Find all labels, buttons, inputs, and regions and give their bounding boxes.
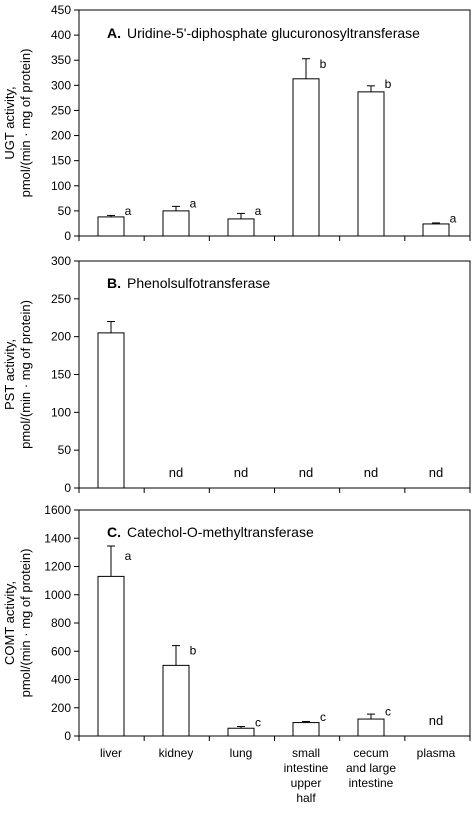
panel-3-y-axis-label: pmol/(min · mg of protein) [18,549,33,698]
panel-2-y-tick-label: 100 [51,405,71,419]
panel-1-bar [422,223,450,237]
panel-1-bar [97,216,125,237]
panel-3-y-tick-label: 800 [51,616,71,630]
panel-1-y-axis-label: pmol/(min · mg of protein) [18,49,33,198]
panel-2-y-tick-label: 50 [58,443,72,457]
panel-2-title: Phenolsulfotransferase [127,275,270,291]
panel-3-nd-label: nd [429,713,443,728]
panel-3-y-tick-label: 1200 [44,560,71,574]
panel-3-y-tick-label: 1600 [44,503,71,517]
panel-3-y-tick-label: 200 [51,701,71,715]
panel-1-y-tick-label: 100 [51,179,71,193]
panel-2-y-axis-label: PST activity, [2,339,17,410]
x-category-label: half [296,791,316,805]
panel-2-y-tick-label: 0 [64,481,71,495]
panel-2-nd-label: nd [169,465,183,480]
panel-2-nd-label: nd [299,465,313,480]
panel-1-plot-frame [78,9,471,237]
panel-1-title: Uridine-5'-diphosphate glucuronosyltrans… [127,25,420,41]
panel-1-bar [292,78,320,237]
x-category-label: cecum [353,746,388,760]
panel-1-bar [162,210,190,237]
x-category-label: kidney [159,746,194,760]
panel-3-y-tick-label: 400 [51,673,71,687]
panel-3-bar [357,718,385,737]
panel-1-significance-label: a [190,197,197,211]
panel-3-y-tick-label: 0 [64,729,71,743]
panel-1-y-tick-label: 400 [51,28,71,42]
panel-3-significance-label: c [320,710,326,724]
panel-3-bar [292,722,320,737]
x-category-label: small [292,746,320,760]
panel-1-y-tick-label: 50 [58,204,72,218]
x-category-label: liver [100,746,122,760]
panel-3-y-tick-label: 1400 [44,531,71,545]
panel-2-y-tick-label: 300 [51,254,71,268]
panel-2-y-tick-label: 150 [51,368,71,382]
panel-3-title: Catechol-O-methyltransferase [127,524,314,540]
panel-3-y-axis-label: COMT activity, [2,581,17,665]
panel-3-plot-frame [78,509,471,737]
panel-2-nd-label: nd [364,465,378,480]
panel-1-significance-label: b [320,57,327,71]
x-category-label: upper [291,776,322,790]
panel-1-y-tick-label: 350 [51,53,71,67]
panel-2-nd-label: nd [234,465,248,480]
panel-3-significance-label: a [125,549,132,563]
panel-1-significance-label: a [125,204,132,218]
panel-3-letter: C. [107,524,121,540]
panel-2-nd-label: nd [429,465,443,480]
panel-1-significance-label: b [385,77,392,91]
panel-2-y-tick-label: 250 [51,292,71,306]
panel-2-plot-frame [78,260,471,489]
panel-3-bar [97,575,125,737]
panel-1-y-axis-label: UGT activity, [2,86,17,159]
panel-1-y-tick-label: 0 [64,229,71,243]
x-category-label: intestine [349,776,394,790]
x-category-label: lung [230,746,253,760]
panel-2-y-tick-label: 200 [51,330,71,344]
panel-2-bar [97,332,125,489]
panel-3-significance-label: c [255,715,261,729]
panel-3-bar [227,727,255,737]
panel-1-significance-label: a [255,204,262,218]
x-category-label: plasma [417,746,456,760]
panel-2-letter: B. [107,275,121,291]
panel-1-letter: A. [107,25,121,41]
panel-1-y-tick-label: 250 [51,103,71,117]
panel-3-y-tick-label: 600 [51,644,71,658]
panel-1-y-tick-label: 150 [51,154,71,168]
panel-1-y-tick-label: 300 [51,78,71,92]
panel-3-bar [162,664,190,737]
panel-1-bar [227,218,255,237]
panel-2-y-axis-label: pmol/(min · mg of protein) [18,300,33,449]
panel-1-significance-label: a [450,211,457,225]
panel-1-y-tick-label: 200 [51,129,71,143]
panel-3-y-tick-label: 1000 [44,588,71,602]
panel-3-significance-label: c [385,705,391,719]
x-category-label: and large [346,761,396,775]
panel-1-y-tick-label: 450 [51,3,71,17]
x-category-label: intestine [284,761,329,775]
panel-1-bar [357,91,385,237]
panel-3-significance-label: b [190,643,197,657]
